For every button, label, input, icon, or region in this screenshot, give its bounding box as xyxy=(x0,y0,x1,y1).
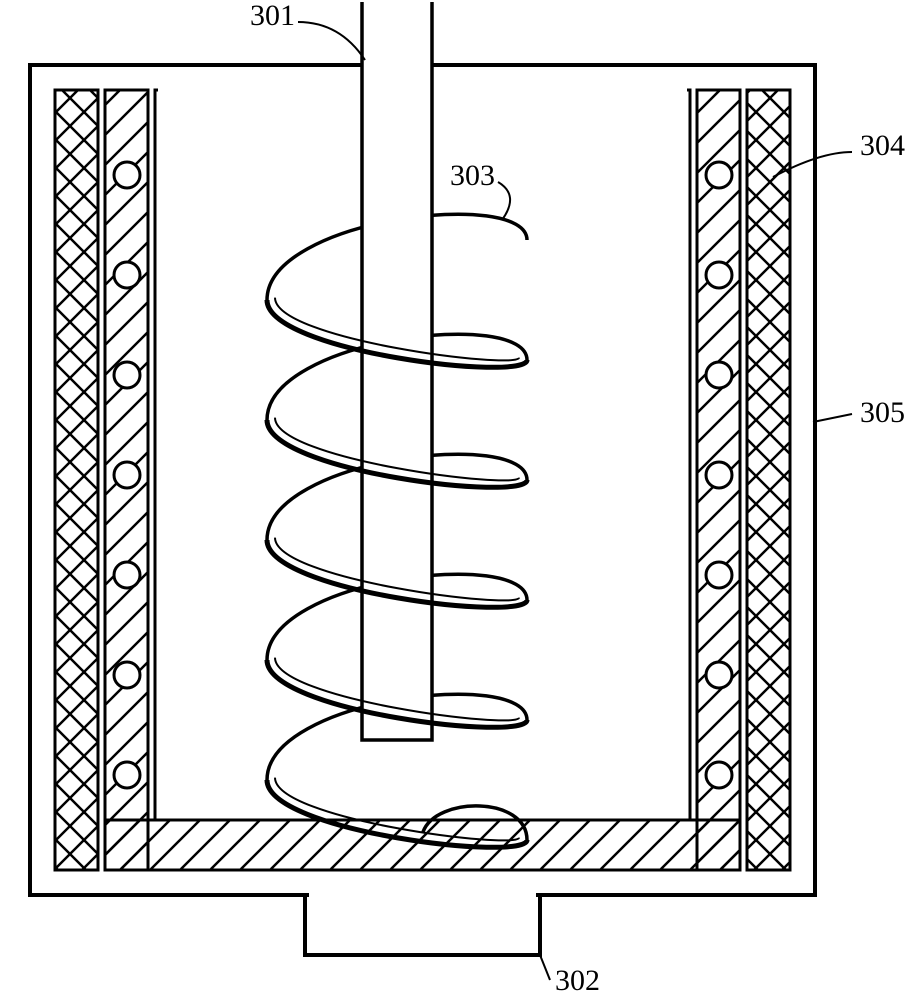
label-outlet: 302 xyxy=(555,964,600,997)
outlet xyxy=(305,891,540,955)
diagram-svg: 301 303 304 305 302 xyxy=(0,0,907,1000)
insulation-left xyxy=(55,90,98,870)
label-helical-blade: 303 xyxy=(450,159,495,192)
central-shaft xyxy=(360,0,434,740)
label-heating-coil: 304 xyxy=(860,129,905,162)
label-shaft: 301 xyxy=(250,0,295,32)
floor-hatched xyxy=(105,820,740,870)
label-insulation-layer: 305 xyxy=(860,396,905,429)
diagram-container: 301 303 304 305 302 xyxy=(0,0,907,1000)
insulation-right xyxy=(747,90,790,870)
